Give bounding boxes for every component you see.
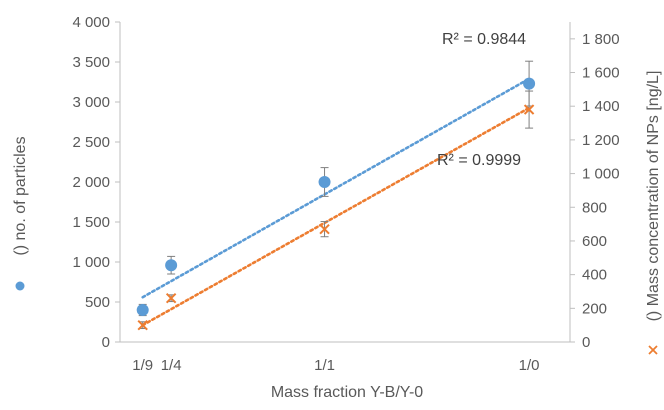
- right-axis-title-text: Mass concentration of NPs [ng/L]: [645, 71, 662, 307]
- right-tick-label: 600: [582, 233, 607, 250]
- left-tick-label: 4 000: [72, 14, 110, 31]
- right-tick-label: 200: [582, 300, 607, 317]
- svg-text:() no. of particles: () no. of particles: [12, 136, 29, 255]
- x-axis-ticks: 1/9 1/4 1/1 1/0: [132, 357, 539, 374]
- left-tick-label: 1 000: [72, 254, 110, 271]
- svg-text:() Mass concentration of NPs [: () Mass concentration of NPs [ng/L]: [645, 71, 662, 322]
- x-tick-label: 1/0: [519, 357, 540, 374]
- r2-orange-label: R² = 0.9999: [437, 152, 521, 169]
- left-axis-title: () no. of particles: [12, 136, 29, 255]
- x-tick-label: 1/4: [161, 357, 182, 374]
- data-point-circle: [318, 176, 331, 188]
- right-tick-label: 1 200: [582, 132, 620, 149]
- left-axis-legend-circle-icon: [15, 281, 25, 291]
- left-tick-label: 1 500: [72, 214, 110, 231]
- right-axis-title: () Mass concentration of NPs [ng/L]: [645, 71, 662, 322]
- left-tick-label: 3 500: [72, 54, 110, 71]
- error-bars: [138, 60, 534, 330]
- data-point-x: [165, 293, 177, 304]
- data-point-circle: [136, 304, 149, 316]
- left-tick-label: 500: [85, 294, 110, 311]
- right-tick-label: 0: [582, 334, 590, 351]
- left-tick-label: 0: [102, 334, 110, 351]
- right-tick-label: 1 600: [582, 65, 620, 82]
- data-point-circle: [523, 77, 536, 90]
- trendline-series-1: [141, 106, 531, 327]
- left-axis-ticks: 0 500 1 000 1 500 2 000 2 500 3 000 3 500 4 000: [72, 14, 120, 351]
- data-point-x: [319, 223, 330, 235]
- right-tick-label: 800: [582, 199, 607, 216]
- right-tick-label: 1 800: [582, 31, 620, 48]
- trendline-series-0: [141, 77, 531, 299]
- left-axis-title-text: no. of particles: [12, 136, 29, 240]
- right-axis-ticks: 0 200 400 600 800 1 000 1 200 1 400 1 600 1 800: [570, 31, 620, 351]
- left-tick-label: 2 000: [72, 174, 110, 191]
- x-tick-label: 1/9: [132, 357, 153, 374]
- right-tick-label: 1 400: [582, 98, 620, 115]
- r2-blue-label: R² = 0.9844: [442, 31, 526, 48]
- right-axis-legend-x-icon: [648, 345, 658, 355]
- right-tick-label: 400: [582, 267, 607, 284]
- x-tick-label: 1/1: [314, 357, 335, 374]
- left-tick-label: 2 500: [72, 134, 110, 151]
- left-tick-label: 3 000: [72, 94, 110, 111]
- right-tick-label: 1 000: [582, 166, 620, 183]
- data-point-x: [523, 104, 535, 115]
- data-point-circle: [165, 259, 178, 272]
- trendlines: [141, 77, 531, 327]
- markers: [136, 77, 536, 331]
- data-point-x: [137, 319, 148, 331]
- x-axis-title: Mass fraction Y-B/Y-0: [271, 384, 423, 401]
